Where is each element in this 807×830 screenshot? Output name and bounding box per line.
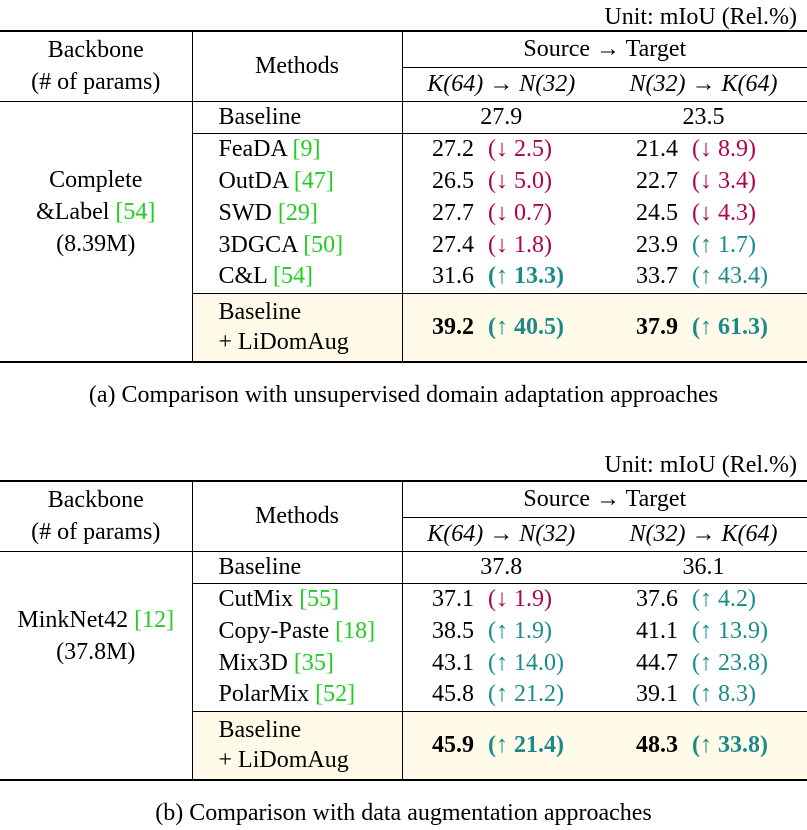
source-target-header: Source → Target (523, 35, 687, 62)
backbone-header: Backbone (# of params) (0, 31, 193, 101)
methods-header: Methods (192, 481, 403, 551)
table-row: OutDA [47] 26.5 (↓ 5.0) 22.7 (↓ 3.4) (0, 165, 807, 197)
table-row: C&L [54] 31.6 (↑ 13.3) 33.7 (↑ 43.4) (0, 261, 807, 293)
backbone-cell: MinkNet42 [12] (37.8M) (0, 550, 193, 779)
methods-header: Methods (192, 31, 403, 101)
baseline-label: Baseline (192, 551, 403, 583)
table-row: CutMix [55] 37.1 (↓ 1.9) 37.6 (↑ 4.2) (0, 583, 807, 615)
col1-header: K(64) → N(32) (402, 516, 600, 551)
caption-b: (b) Comparison with data augmentation ap… (155, 800, 652, 826)
table-b: Backbone (# of params) Methods Source → T… (0, 480, 807, 781)
backbone-header: Backbone (# of params) (0, 481, 193, 551)
unit-label-a: Unit: mIoU (Rel.%) (604, 4, 797, 30)
table-a: Backbone (# of params) Methods Source → T… (0, 30, 807, 363)
caption-a: (a) Comparison with unsupervised domain … (88, 382, 719, 408)
backbone-cell: Complete &Label [54] (8.39M) (0, 100, 193, 361)
table-row: SWD [29] 27.7 (↓ 0.7) 24.5 (↓ 4.3) (0, 197, 807, 229)
baseline-v2: 36.1 (682, 553, 725, 580)
baseline-v1: 37.8 (480, 553, 523, 580)
baseline-label: Baseline (192, 101, 403, 133)
source-target-header: Source → Target (523, 485, 687, 512)
col1-header: K(64) → N(32) (402, 66, 600, 101)
col2-header: N(32) → K(64) (600, 516, 807, 551)
table-row: FeaDA [9] 27.2 (↓ 2.5) 21.4 (↓ 8.9) (0, 133, 807, 165)
baseline-v2: 23.5 (682, 103, 725, 130)
table-row: 3DGCA [50] 27.4 (↓ 1.8) 23.9 (↑ 1.7) (0, 229, 807, 261)
baseline-v1: 27.9 (480, 103, 523, 130)
col2-header: N(32) → K(64) (600, 66, 807, 101)
unit-label-b: Unit: mIoU (Rel.%) (604, 452, 797, 478)
table-row: Copy-Paste [18] 38.5 (↑ 1.9) 41.1 (↑ 13.9) (0, 615, 807, 647)
table-row: PolarMix [52] 45.8 (↑ 21.2) 39.1 (↑ 8.3) (0, 679, 807, 711)
table-row: Mix3D [35] 43.1 (↑ 14.0) 44.7 (↑ 23.8) (0, 647, 807, 679)
